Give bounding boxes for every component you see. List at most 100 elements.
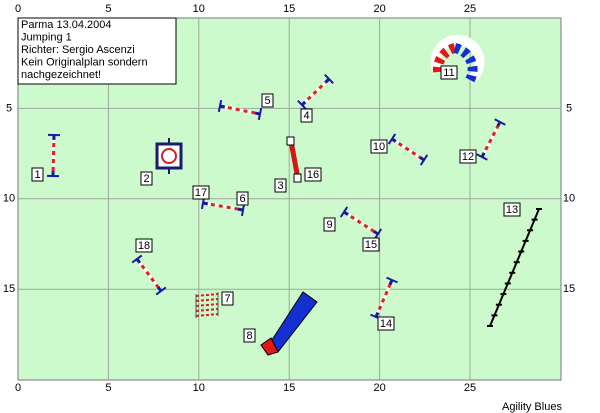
label-box (261, 93, 274, 108)
plank (195, 308, 219, 312)
obstacle-number: 3 (277, 180, 283, 192)
jump-post (300, 100, 307, 107)
jump-bar (391, 137, 425, 162)
label-box (370, 139, 388, 154)
jump-post (388, 279, 394, 286)
obstacle-number: 12 (462, 151, 474, 163)
obstacle-number: 9 (326, 219, 332, 231)
jump-post (202, 201, 209, 206)
x-axis-label: 20 (373, 382, 385, 394)
label-box (323, 217, 336, 232)
y-axis-label: 10 (3, 193, 15, 205)
label-box (31, 167, 44, 182)
obstacle-number: 2 (143, 173, 149, 185)
wall-end (293, 173, 302, 183)
label-box (192, 185, 210, 200)
obstacle-number: 16 (307, 169, 319, 181)
table-center (161, 148, 177, 164)
jump-post (480, 152, 486, 158)
obstacle-number: 13 (506, 204, 518, 216)
x-axis-label: 25 (464, 382, 476, 394)
weave (489, 208, 540, 327)
plank (195, 313, 219, 317)
x-axis-label: 0 (15, 382, 21, 394)
x-axis-label: 10 (193, 382, 205, 394)
label-box (503, 202, 521, 217)
jump-post (237, 207, 244, 212)
info-line: Jumping 1 (21, 31, 72, 43)
jump-bar (202, 201, 244, 212)
x-axis-label: 0 (15, 3, 21, 15)
info-line: Kein Originalplan sondern (21, 56, 148, 68)
wall-end (286, 136, 295, 146)
jump-post (419, 156, 425, 162)
x-axis-label: 15 (283, 3, 295, 15)
x-axis-label: 25 (464, 3, 476, 15)
info-line: Parma 13.04.2004 (21, 19, 112, 31)
x-axis-label: 5 (105, 3, 111, 15)
jump-post (135, 258, 142, 264)
wall (288, 140, 301, 180)
jump-post (219, 104, 226, 109)
info-box (17, 17, 177, 85)
label-box (362, 237, 380, 252)
jump-bar (343, 210, 379, 236)
label-box (459, 149, 477, 164)
curved-tunnel (453, 43, 478, 83)
footer: Agility Blues (502, 401, 562, 413)
label-box (300, 108, 313, 123)
jump-post (374, 311, 380, 318)
plank (195, 293, 219, 297)
x-axis-label: 10 (193, 3, 205, 15)
info-line: Richter: Sergio Ascenzi (21, 44, 135, 56)
jump-bar (480, 121, 502, 158)
y-axis-label: 5 (6, 102, 12, 114)
jump-post (156, 286, 163, 292)
obstacles (46, 34, 542, 356)
jump-post (254, 111, 261, 116)
label-box (377, 316, 395, 331)
y-axis-label: 10 (563, 193, 575, 205)
label-box (140, 171, 153, 186)
jump-bar (374, 279, 394, 318)
label-box (236, 191, 249, 206)
obstacle-number: 18 (138, 240, 150, 252)
curved-tunnel (432, 43, 457, 73)
obstacle-number: 11 (443, 67, 454, 79)
jump-post (373, 230, 379, 236)
x-axis-label: 5 (105, 382, 111, 394)
obstacle-number: 7 (224, 293, 230, 305)
label-box (304, 167, 322, 182)
obstacle-number: 17 (195, 187, 207, 199)
obstacle-number: 15 (365, 239, 377, 251)
y-axis-label: 15 (3, 283, 15, 295)
jump-post (496, 121, 502, 127)
y-axis-label: 5 (566, 102, 572, 114)
x-axis-label: 15 (283, 382, 295, 394)
obstacle-number: 8 (246, 330, 252, 342)
plank (195, 298, 219, 302)
jump-bar (135, 258, 163, 292)
obstacle-number: 1 (34, 169, 40, 181)
obstacle-number: 6 (239, 193, 245, 205)
obstacle-number: 4 (303, 110, 309, 122)
obstacle-number: 5 (264, 95, 270, 107)
jump-bar (219, 104, 261, 116)
jump-post (391, 137, 397, 143)
jump-post (324, 77, 331, 84)
label-box (440, 65, 458, 80)
obstacle-number: 10 (373, 141, 385, 153)
x-axis-label: 20 (373, 3, 385, 15)
label-box (243, 328, 256, 343)
label-box (135, 238, 153, 253)
jump-bar (51, 134, 56, 177)
label-box (221, 291, 234, 306)
obstacle-number: 14 (380, 318, 392, 330)
tunnel-end (260, 337, 279, 356)
plank (195, 303, 219, 307)
info-line: nachgezeichnet! (21, 69, 101, 81)
